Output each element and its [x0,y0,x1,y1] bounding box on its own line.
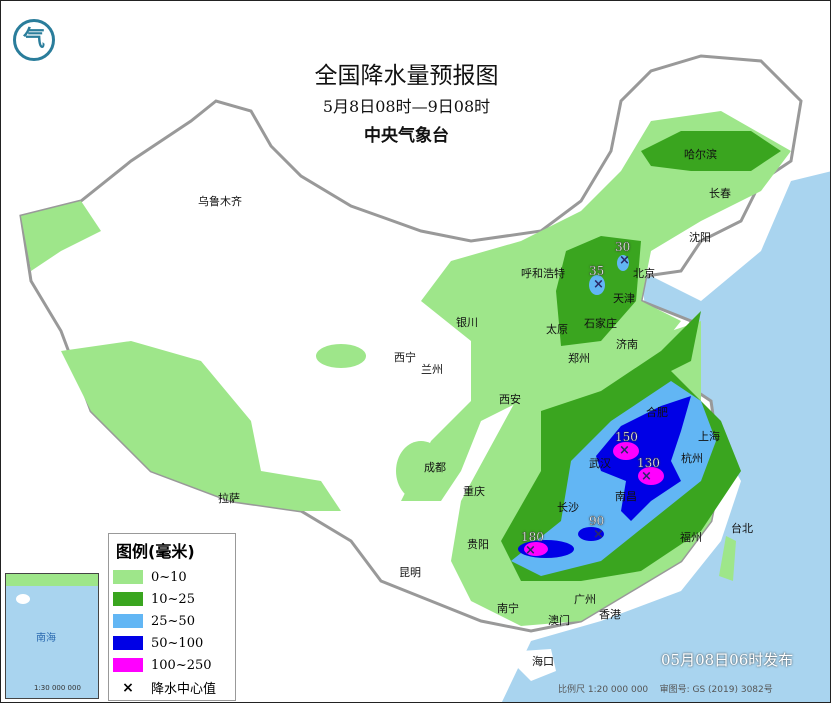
legend-label: 50~100 [151,635,204,651]
rain-0-10-xinjiang [21,201,101,271]
rain-center-cross-icon: × [593,527,604,542]
rain-center-value: 150 [615,430,638,444]
review-number: 审图号: GS (2019) 3082号 [659,685,773,695]
city-label: 台北 [731,522,753,535]
legend-label: 10~25 [151,591,195,607]
rain-center-value: 180 [521,530,544,544]
city-label: 成都 [424,461,446,474]
ocean [501,171,830,702]
legend-swatch [113,636,143,650]
city-label: 石家庄 [584,317,617,330]
city-label: 乌鲁木齐 [198,195,242,208]
city-label: 拉萨 [218,492,240,505]
legend-swatch [113,570,143,584]
city-label: 太原 [546,323,568,336]
legend-label: 100~250 [151,657,212,673]
legend-label: 25~50 [151,613,195,629]
city-label: 兰州 [421,363,443,376]
inset-sea-label: 南海 [36,633,56,644]
taiwan [719,536,736,581]
rain-25-50-beijing [589,275,605,295]
legend-item: 10~25 [113,588,235,610]
rain-center-cross-icon: × [641,469,652,484]
south-china-sea-inset: 南海 1:30 000 000 [5,573,99,699]
issued-time: 05月08日06时发布 [661,651,794,669]
rain-center-cross-icon: × [525,543,536,558]
rain-center-value: 35 [589,264,605,278]
city-label: 长春 [709,187,731,200]
legend-item: 50~100 [113,632,235,654]
map-title: 全国降水量预报图 [314,63,499,89]
rain-100-250-a [613,442,639,460]
city-label: 西安 [499,393,521,406]
city-label: 武汉 [589,457,611,470]
rain-100-250-c [524,542,548,556]
map-scale: 比例尺 1:20 000 000 [558,685,649,695]
city-label: 西宁 [394,351,416,364]
rain-center-value: 30 [615,240,631,254]
city-label: 呼和浩特 [521,267,565,280]
city-label: 合肥 [646,406,668,419]
city-label: 长沙 [557,501,579,514]
city-label: 香港 [599,608,621,621]
city-label: 昆明 [399,566,421,579]
rain-10-25-northeast [641,131,781,171]
scale-and-review: 比例尺 1:20 000 000 审图号: GS (2019) 3082号 [558,682,773,695]
rain-0-10-qinghai [316,344,366,368]
legend-label: 0~10 [151,569,187,585]
city-label: 上海 [698,430,720,443]
city-label: 海口 [532,655,554,668]
legend-item-center: × 降水中心值 [113,676,235,698]
city-label: 广州 [574,593,596,606]
city-label: 银川 [456,316,478,329]
city-label: 福州 [680,531,702,544]
rain-25-50-beijing2 [617,255,629,271]
city-label: 北京 [633,267,655,280]
legend-title: 图例(毫米) [116,542,195,561]
legend-label: 降水中心值 [151,681,217,697]
city-label: 郑州 [568,352,590,365]
legend-item: 0~10 [113,566,235,588]
city-label: 天津 [613,292,635,305]
rain-50-100 [596,396,691,521]
forecast-period: 5月8日08时—9日08时 [322,97,491,116]
city-label: 济南 [616,338,638,351]
rain-center-cross-icon: × [619,443,630,458]
city-label: 南宁 [497,602,519,615]
rain-0-10-west [61,341,341,511]
rain-center-value: 90 [589,514,605,528]
city-label: 哈尔滨 [684,148,717,161]
rain-50-100-hunan [578,527,604,541]
issuer: 中央气象台 [364,126,449,146]
legend-swatch [113,592,143,606]
city-label: 重庆 [463,485,485,498]
rain-0-10-sichuan [396,441,446,501]
rain-center-value: 130 [637,456,660,470]
legend-item: 25~50 [113,610,235,632]
legend: 图例(毫米) 0~10 10~25 25~50 50~100 100~250 × 降水中… [108,533,236,701]
inset-hainan [16,594,30,604]
rain-center-cross-icon: × [619,253,630,268]
city-label: 杭州 [681,452,703,465]
city-label: 澳门 [548,614,570,627]
inset-land [6,574,98,586]
legend-item: 100~250 [113,654,235,676]
cma-logo: 气 [13,19,55,61]
rain-center-cross-icon: × [593,277,604,292]
city-label: 沈阳 [689,231,711,244]
city-label: 贵阳 [467,538,489,551]
city-label: 南昌 [615,490,637,503]
legend-swatch [113,658,143,672]
inset-scale: 1:30 000 000 [34,684,81,692]
rain-100-250-b [638,467,664,485]
legend-swatch [113,614,143,628]
hainan [516,649,556,681]
cross-icon: × [122,680,134,696]
